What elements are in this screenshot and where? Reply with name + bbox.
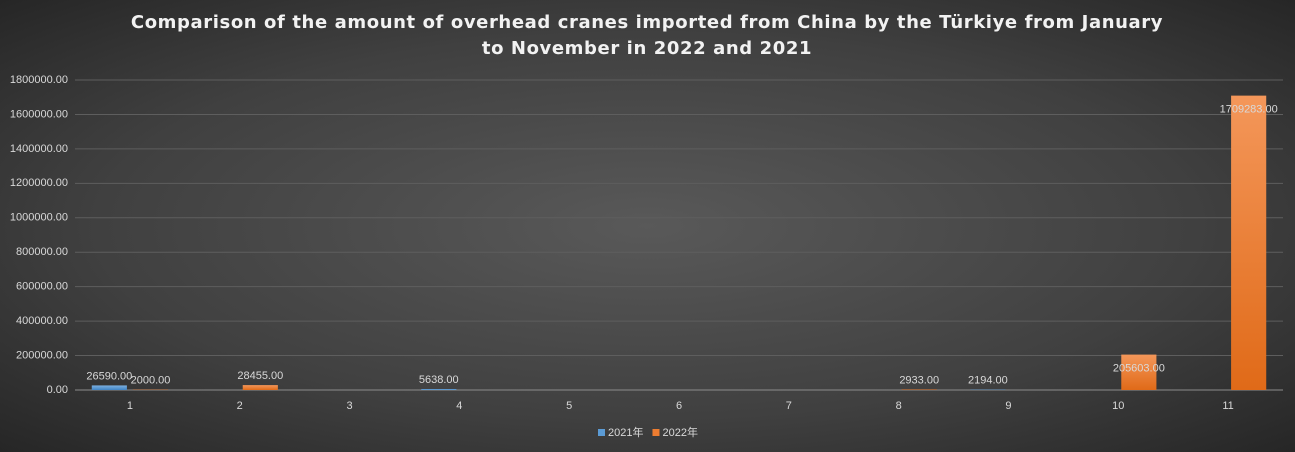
bar [1121, 354, 1157, 390]
data-label: 205603.00 [1113, 362, 1165, 374]
x-tick-label: 7 [786, 400, 792, 412]
legend-swatch [598, 429, 605, 436]
x-tick-label: 2 [237, 400, 243, 412]
legend-label: 2022年 [662, 425, 697, 439]
data-label: 26590.00 [86, 370, 132, 382]
x-tick-label: 10 [1112, 400, 1124, 412]
data-label: 5638.00 [419, 374, 459, 386]
data-label: 2194.00 [968, 375, 1008, 387]
x-tick-label: 9 [1005, 400, 1011, 412]
data-label: 2000.00 [131, 375, 171, 387]
legend-swatch [652, 429, 660, 436]
x-tick-label: 8 [896, 400, 902, 412]
data-label: 2933.00 [899, 374, 939, 386]
y-tick-label: 1800000.00 [10, 74, 68, 86]
bar [91, 385, 127, 390]
x-tick-label: 1 [127, 400, 133, 412]
y-tick-label: 400000.00 [16, 315, 68, 327]
y-tick-label: 200000.00 [16, 349, 68, 361]
data-label: 28455.00 [237, 370, 283, 382]
bar [1231, 95, 1267, 391]
x-tick-label: 5 [566, 400, 572, 412]
bar [901, 389, 937, 390]
y-tick-label: 600000.00 [16, 281, 68, 293]
x-tick-label: 11 [1222, 400, 1233, 412]
y-tick-label: 800000.00 [16, 246, 68, 258]
data-label: 1709283.00 [1220, 104, 1278, 116]
y-tick-label: 1400000.00 [10, 143, 68, 155]
x-tick-label: 3 [346, 400, 352, 412]
x-tick-label: 4 [456, 400, 462, 412]
legend-label: 2021年 [608, 425, 643, 439]
bar [242, 385, 278, 390]
x-tick-label: 6 [676, 400, 682, 412]
y-tick-label: 1000000.00 [10, 212, 68, 224]
chart-title: Comparison of the amount of overhead cra… [130, 12, 1164, 59]
y-tick-label: 1600000.00 [10, 108, 68, 120]
y-tick-label: 0.00 [47, 384, 68, 396]
y-tick-label: 1200000.00 [10, 177, 68, 189]
bar [421, 389, 457, 390]
